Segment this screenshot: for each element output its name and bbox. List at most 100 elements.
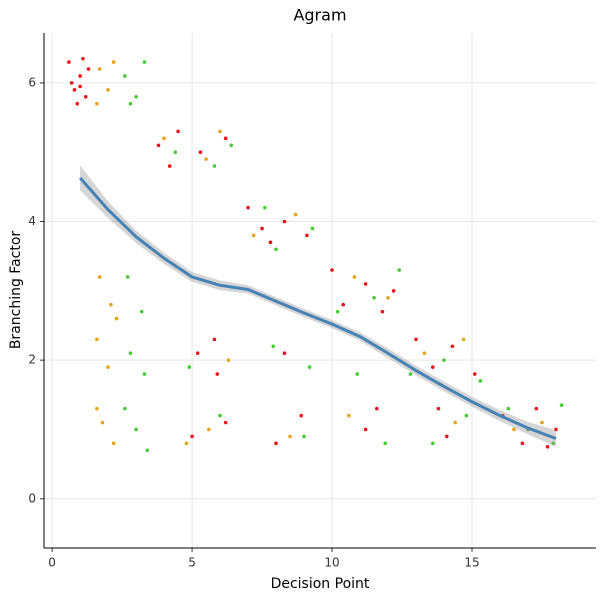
point: [123, 406, 127, 411]
point: [229, 143, 234, 148]
point: [551, 441, 555, 446]
point: [134, 94, 138, 99]
point: [223, 136, 228, 141]
point: [145, 448, 150, 453]
y-tick-label: 2: [28, 353, 36, 367]
point: [106, 88, 110, 92]
point: [184, 441, 189, 446]
y-tick-label: 0: [28, 491, 36, 505]
point: [472, 372, 477, 376]
point: [512, 427, 516, 432]
point: [299, 413, 304, 418]
point: [383, 441, 388, 446]
point: [69, 81, 74, 85]
point: [156, 143, 161, 148]
point: [431, 441, 435, 446]
point: [461, 337, 466, 342]
point: [123, 74, 127, 78]
point: [520, 441, 525, 446]
point: [534, 406, 539, 411]
point: [218, 129, 222, 134]
chart-title: Agram: [293, 6, 346, 25]
point: [436, 406, 441, 411]
point: [251, 233, 256, 238]
point: [176, 129, 180, 134]
x-tick-label: 0: [48, 556, 56, 570]
smooth-line: [78, 176, 557, 440]
point: [260, 226, 264, 231]
point: [506, 406, 511, 411]
point: [302, 434, 306, 439]
point: [352, 275, 357, 279]
point: [109, 302, 113, 307]
point: [282, 219, 287, 224]
point: [391, 289, 396, 293]
point: [363, 282, 368, 286]
point: [363, 427, 368, 432]
point: [134, 427, 138, 432]
point: [540, 420, 544, 425]
point: [190, 434, 194, 439]
confidence-band: [80, 165, 556, 447]
y-axis-title: Branching Factor: [8, 231, 24, 350]
point: [246, 205, 250, 210]
point: [106, 365, 110, 369]
point: [274, 247, 278, 252]
point: [204, 157, 208, 161]
point: [226, 358, 231, 362]
point: [67, 60, 71, 64]
point: [72, 88, 77, 92]
x-tick-label: 10: [324, 556, 339, 570]
point: [218, 413, 222, 418]
point: [173, 150, 178, 155]
point: [554, 427, 558, 432]
point: [397, 268, 402, 272]
point: [95, 101, 99, 106]
point: [431, 365, 435, 369]
point: [86, 67, 91, 71]
point: [355, 372, 360, 376]
point: [263, 205, 267, 210]
point: [162, 136, 166, 141]
point: [464, 413, 469, 418]
point: [335, 309, 340, 314]
point: [207, 427, 211, 432]
point: [450, 344, 455, 349]
point: [310, 226, 315, 231]
point: [408, 372, 413, 376]
point: [95, 406, 99, 411]
point: [139, 309, 144, 314]
point: [347, 413, 351, 418]
x-axis-title: Decision Point: [271, 576, 370, 592]
point: [559, 403, 564, 408]
point: [97, 275, 102, 279]
point: [288, 434, 292, 439]
point: [414, 337, 418, 342]
point: [198, 150, 203, 155]
point: [375, 406, 379, 411]
point: [212, 337, 217, 342]
point: [330, 268, 334, 272]
point: [422, 351, 427, 356]
point: [223, 420, 228, 425]
point: [83, 94, 88, 99]
point: [305, 233, 309, 238]
point: [95, 337, 99, 342]
point: [128, 351, 133, 356]
point: [215, 372, 220, 376]
point: [212, 164, 217, 168]
point: [307, 365, 312, 369]
point: [167, 164, 172, 168]
point: [268, 240, 273, 245]
y-tick-label: 6: [28, 75, 36, 89]
point: [114, 316, 119, 321]
point: [274, 441, 278, 446]
point: [453, 420, 458, 425]
point: [78, 84, 82, 89]
point: [142, 60, 147, 64]
point: [442, 358, 446, 362]
point: [341, 302, 346, 307]
point: [111, 441, 116, 446]
point: [545, 445, 550, 449]
